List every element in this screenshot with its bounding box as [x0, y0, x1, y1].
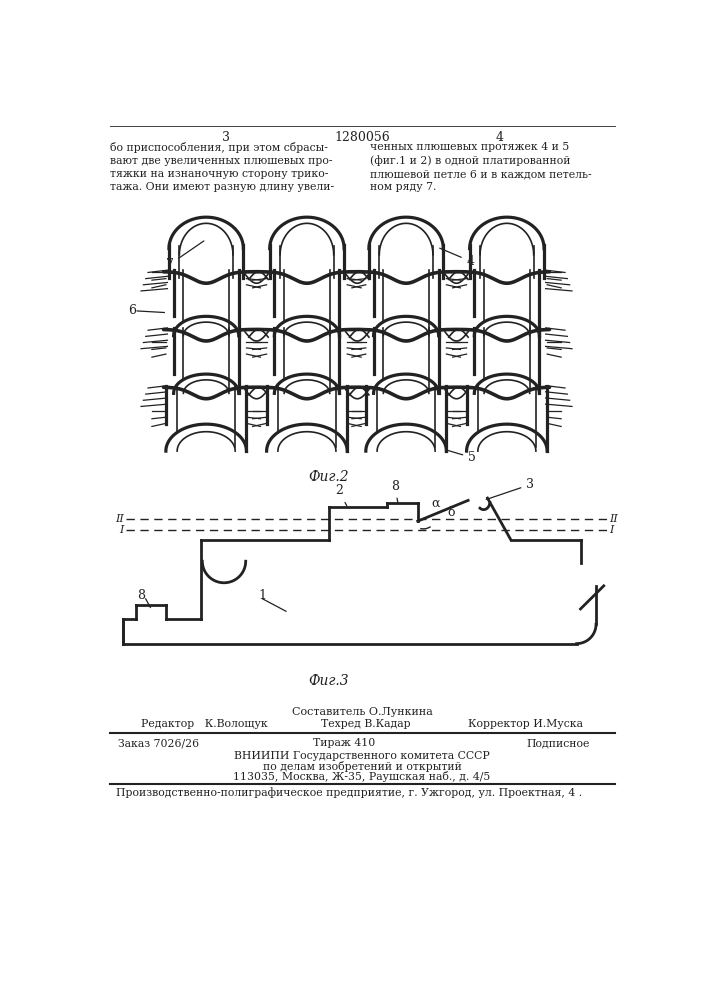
- Text: I: I: [119, 525, 124, 535]
- Text: 7: 7: [166, 241, 204, 271]
- Text: 5: 5: [448, 450, 476, 464]
- Text: ВНИИПИ Государственного комитета СССР: ВНИИПИ Государственного комитета СССР: [234, 751, 490, 761]
- Text: Заказ 7026/26: Заказ 7026/26: [118, 738, 199, 748]
- Text: I: I: [609, 525, 614, 535]
- Text: Корректор И.Муска: Корректор И.Муска: [468, 719, 583, 729]
- Text: по делам изобретений и открытий: по делам изобретений и открытий: [262, 761, 462, 772]
- Text: 8: 8: [391, 480, 399, 502]
- Text: 1280056: 1280056: [334, 131, 390, 144]
- Text: Фиг.2: Фиг.2: [308, 470, 349, 484]
- Text: Подписное: Подписное: [526, 738, 590, 748]
- Text: 8: 8: [137, 589, 145, 602]
- Text: 3: 3: [221, 131, 230, 144]
- Text: Составитель О.Лункина: Составитель О.Лункина: [291, 707, 433, 717]
- Text: Фиг.3: Фиг.3: [308, 674, 349, 688]
- Text: Редактор   К.Волощук: Редактор К.Волощук: [141, 719, 268, 729]
- Text: Техред В.Кадар: Техред В.Кадар: [321, 719, 411, 729]
- Text: 4: 4: [495, 131, 503, 144]
- Text: Тираж 410: Тираж 410: [313, 738, 375, 748]
- Text: 2: 2: [335, 484, 346, 506]
- Text: δ: δ: [448, 506, 455, 519]
- Text: α: α: [431, 497, 440, 510]
- Text: ченных плюшевых протяжек 4 и 5
(фиг.1 и 2) в одной платированной
плюшевой петле : ченных плюшевых протяжек 4 и 5 (фиг.1 и …: [370, 142, 591, 192]
- Text: 4: 4: [440, 248, 474, 268]
- Text: 1: 1: [259, 589, 267, 602]
- Text: Производственно-полиграфическое предприятие, г. Ужгород, ул. Проектная, 4 .: Производственно-полиграфическое предприя…: [115, 788, 582, 798]
- Text: II: II: [115, 514, 124, 524]
- Text: II: II: [609, 514, 618, 524]
- Text: 6: 6: [129, 304, 136, 317]
- Text: бо приспособления, при этом сбрасы-
вают две увеличенных плюшевых про-
тяжки на : бо приспособления, при этом сбрасы- вают…: [110, 142, 334, 192]
- Text: 3: 3: [486, 478, 534, 499]
- Text: 113035, Москва, Ж-35, Раушская наб., д. 4/5: 113035, Москва, Ж-35, Раушская наб., д. …: [233, 771, 491, 782]
